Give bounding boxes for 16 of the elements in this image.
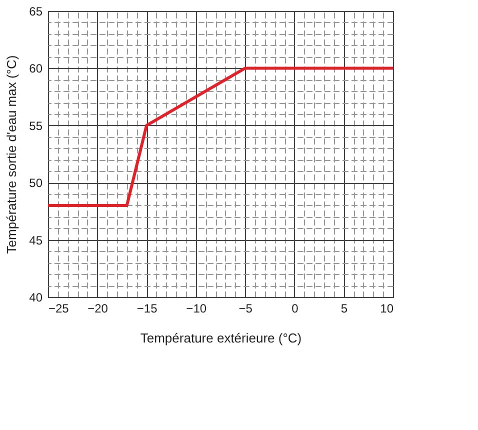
y-tick-label: 45 [29,233,43,248]
y-tick-label: 55 [29,118,43,133]
x-tick-label: −20 [88,302,108,316]
y-tick-label: 60 [29,62,43,76]
y-tick-label: 50 [29,176,43,190]
x-tick-label: −15 [136,302,158,316]
x-tick-label: −10 [186,302,207,316]
x-tick-label: 10 [380,302,394,316]
x-tick-label: 5 [340,302,348,316]
x-tick-label: −5 [238,302,253,316]
y-axis-title: Température sortie d'eau max (°C) [4,55,20,254]
x-axis-title: Température extérieure (°C) [140,330,302,346]
y-tick-label: 40 [29,290,43,304]
y-tick-label: 65 [29,4,43,18]
x-tick-label: 0 [292,302,299,316]
x-tick-label: −25 [48,302,70,316]
